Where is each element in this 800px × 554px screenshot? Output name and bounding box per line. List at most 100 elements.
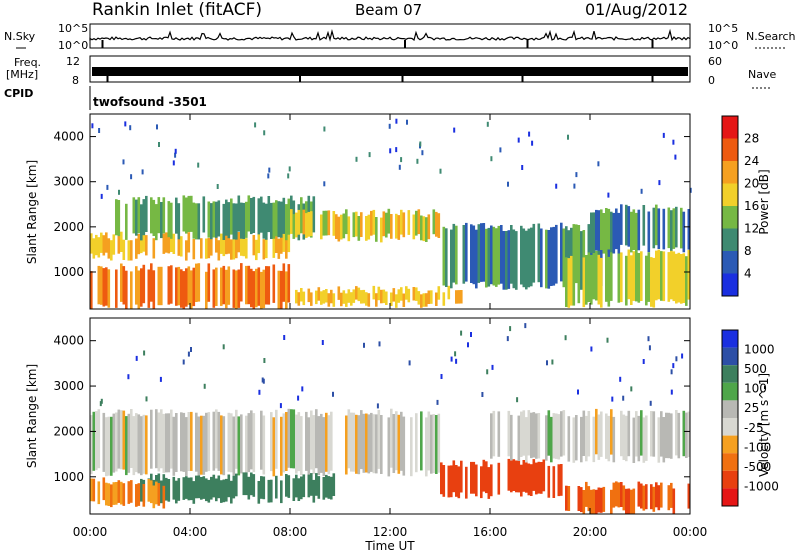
heat-cell <box>240 414 243 474</box>
heat-cell <box>112 413 116 473</box>
heat-cell <box>515 231 518 290</box>
heat-cell <box>637 253 641 303</box>
heat-cell <box>102 477 106 501</box>
heat-cell <box>520 411 523 457</box>
heat-cell <box>447 285 451 300</box>
heat-cell <box>550 416 553 463</box>
power-y-label: Slant Range [km] <box>25 160 39 264</box>
heat-speck <box>395 118 398 124</box>
heat-cell <box>385 291 388 305</box>
heat-cell <box>232 239 236 260</box>
heat-cell <box>395 213 398 239</box>
heat-cell <box>657 249 661 300</box>
heat-cell <box>115 269 118 308</box>
heat-cell <box>170 231 173 252</box>
heat-cell <box>655 482 658 508</box>
heat-cell <box>372 414 376 474</box>
heat-speck <box>323 126 326 132</box>
heat-cell <box>275 475 278 499</box>
heat-cell <box>177 203 181 240</box>
heat-cell <box>355 211 358 237</box>
heat-cell <box>247 413 251 473</box>
heat-cell <box>435 292 438 306</box>
heat-speck <box>190 347 192 352</box>
heat-cell <box>685 412 688 458</box>
heat-cell <box>97 237 101 258</box>
heat-cell <box>252 196 256 233</box>
heat-cell <box>135 413 138 473</box>
heat-cell <box>235 270 238 309</box>
heat-cell <box>455 225 458 285</box>
heat-cell <box>95 411 98 471</box>
heat-cell <box>675 410 678 456</box>
heat-cell <box>555 224 558 284</box>
heat-cell <box>502 231 506 290</box>
heat-cell <box>635 212 638 254</box>
heat-cell <box>347 409 351 469</box>
heat-cell <box>275 200 278 237</box>
heat-cell <box>627 410 631 457</box>
heat-speck <box>145 396 148 402</box>
heat-speck <box>127 374 130 380</box>
heat-cell <box>397 289 401 303</box>
heat-cell <box>97 481 101 505</box>
heat-cell <box>197 416 201 476</box>
heat-cell <box>175 197 178 234</box>
heat-speck <box>321 340 324 345</box>
velocity-y-axis: 1000 2000 3000 4000 <box>53 334 690 484</box>
heat-speck <box>174 152 177 158</box>
heat-cell <box>390 408 393 468</box>
heat-speck <box>546 360 548 366</box>
heat-speck <box>597 161 600 167</box>
heat-cell <box>307 474 311 498</box>
heat-cell <box>267 196 271 233</box>
heat-cell <box>145 235 148 256</box>
heat-speck <box>486 121 489 127</box>
heat-cell <box>595 209 598 251</box>
heat-cell <box>195 412 198 472</box>
heat-speck <box>577 389 579 395</box>
power-cells <box>90 118 692 309</box>
heat-cell <box>435 211 438 237</box>
heat-cell <box>195 203 198 240</box>
heat-cell <box>240 263 243 302</box>
heat-cell <box>257 198 261 235</box>
heat-speck <box>159 376 162 382</box>
heat-cell <box>465 222 468 282</box>
heat-cell <box>512 459 516 491</box>
heat-cell <box>150 480 153 504</box>
heat-cell <box>475 464 478 497</box>
heat-cell <box>527 228 531 288</box>
heat-cell <box>215 409 218 469</box>
noise-left-tick-top: 10^5 <box>58 22 88 35</box>
heat-cell <box>362 289 366 304</box>
heat-cell <box>230 198 233 235</box>
x-tick-label: 12:00 <box>373 525 408 539</box>
heat-cell <box>672 208 676 249</box>
heat-speck <box>261 377 264 383</box>
heat-cell <box>335 214 338 239</box>
heat-cell <box>510 225 513 284</box>
heat-cell <box>652 486 656 512</box>
heat-cell <box>462 225 466 284</box>
heat-cell <box>245 238 248 259</box>
heat-cell <box>130 409 133 468</box>
heat-cell <box>415 287 418 301</box>
heat-cell <box>137 197 141 234</box>
heat-cell <box>182 195 186 232</box>
heat-cell <box>547 230 551 289</box>
heat-cell <box>142 484 146 507</box>
heat-cell <box>402 212 406 238</box>
heat-cell <box>442 226 446 286</box>
heat-cell <box>590 489 593 514</box>
heat-cell <box>452 460 456 493</box>
heat-cell <box>535 462 538 495</box>
heat-cell <box>375 293 378 307</box>
velocity-colorbar-swatch <box>722 470 738 489</box>
heat-cell <box>117 233 121 254</box>
y-tick-label: 3000 <box>53 379 84 393</box>
heat-cell <box>300 288 303 302</box>
heat-cell <box>322 210 326 236</box>
heat-cell <box>172 476 176 500</box>
heat-cell <box>130 240 133 261</box>
